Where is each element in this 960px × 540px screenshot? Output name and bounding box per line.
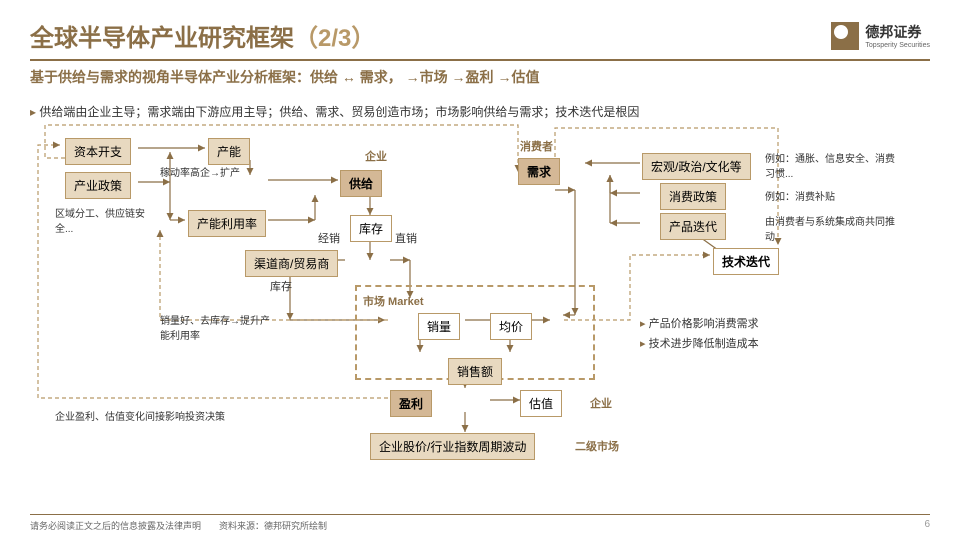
node-techiter: 技术迭代 (713, 248, 779, 275)
label-consumer: 消费者 (520, 138, 553, 154)
node-macro: 宏观/政治/文化等 (642, 153, 751, 180)
footer: 请务必阅读正文之后的信息披露及法律声明 资料来源：德邦研究所绘制 6 (0, 514, 960, 532)
label-enterprise: 企业 (365, 148, 387, 164)
node-capacity: 产能 (208, 138, 250, 165)
node-capex: 资本开支 (65, 138, 131, 165)
page-title: 全球半导体产业研究框架（2/3） (30, 18, 375, 53)
node-stock: 企业股价/行业指数周期波动 (370, 433, 535, 460)
company-logo: 德邦证券 Topsperity Securities (831, 22, 930, 50)
node-supply: 供给 (340, 170, 382, 197)
ex3: 由消费者与系统集成商共同推动 (765, 213, 895, 243)
node-revenue: 销售额 (448, 358, 502, 385)
label-direct: 直销 (395, 230, 417, 246)
note3: 销量好、去库存→提升产能利用率 (160, 312, 270, 342)
note1: 稼动率高企→扩产 (160, 168, 240, 179)
node-demand: 需求 (518, 158, 560, 185)
node-utilization: 产能利用率 (188, 210, 266, 237)
note2: 区域分工、供应链安全... (55, 205, 150, 235)
label-dist: 经销 (318, 230, 340, 246)
ex1: 例如：通胀、信息安全、消费习惯... (765, 150, 895, 180)
node-proditer: 产品迭代 (660, 213, 726, 240)
node-channel: 渠道商/贸易商 (245, 250, 338, 277)
market-container: 市场 Market 销量 均价 销售额 (355, 285, 595, 380)
bp1: 产品价格影响消费需求 (640, 315, 759, 331)
label-inv2: 库存 (270, 278, 292, 294)
node-valuation: 估值 (520, 390, 562, 417)
node-conspolicy: 消费政策 (660, 183, 726, 210)
label-secondary: 二级市场 (575, 438, 619, 454)
note4: 企业盈利、估值变化间接影响投资决策 (55, 408, 225, 423)
subtitle: 基于供给与需求的视角半导体产业分析框架：供给 ↔ 需求， →市场 →盈利 →估值 (30, 67, 930, 87)
node-profit: 盈利 (390, 390, 432, 417)
node-policy: 产业政策 (65, 172, 131, 199)
node-volume: 销量 (418, 313, 460, 340)
label-enterprise2: 企业 (590, 395, 612, 411)
flowchart: 资本开支 产业政策 产能 产能利用率 供给 需求 库存 渠道商/贸易商 宏观/政… (20, 120, 940, 500)
node-inventory: 库存 (350, 215, 392, 242)
bp2: 技术进步降低制造成本 (640, 335, 759, 351)
node-asp: 均价 (490, 313, 532, 340)
main-bullet: 供给端由企业主导；需求端由下游应用主导；供给、需求、贸易创造市场；市场影响供给与… (30, 103, 930, 120)
ex2: 例如：消费补贴 (765, 188, 835, 203)
logo-icon (831, 22, 859, 50)
